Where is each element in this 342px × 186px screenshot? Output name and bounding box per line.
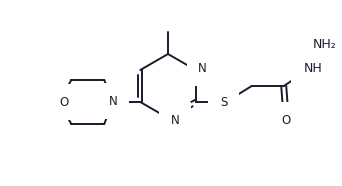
Text: NH₂: NH₂	[313, 38, 337, 51]
Text: N: N	[198, 62, 207, 75]
Text: O: O	[60, 95, 69, 108]
Text: N: N	[109, 94, 118, 108]
Text: S: S	[220, 95, 227, 108]
Text: N: N	[171, 113, 179, 126]
Text: O: O	[281, 113, 290, 126]
Text: NH: NH	[303, 62, 322, 75]
